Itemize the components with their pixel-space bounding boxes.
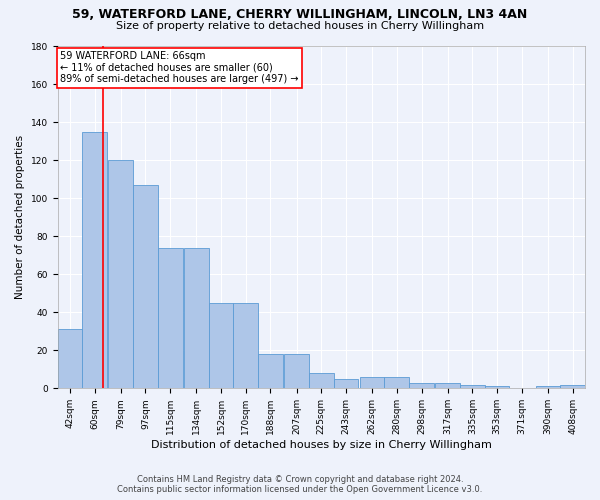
Text: Contains HM Land Registry data © Crown copyright and database right 2024.
Contai: Contains HM Land Registry data © Crown c…: [118, 474, 482, 494]
Bar: [536, 386, 560, 388]
Bar: [485, 386, 509, 388]
Bar: [360, 377, 385, 388]
Bar: [258, 354, 283, 388]
Bar: [284, 354, 309, 388]
Bar: [409, 382, 434, 388]
Y-axis label: Number of detached properties: Number of detached properties: [15, 135, 25, 299]
Bar: [233, 303, 258, 388]
Text: 59, WATERFORD LANE, CHERRY WILLINGHAM, LINCOLN, LN3 4AN: 59, WATERFORD LANE, CHERRY WILLINGHAM, L…: [73, 8, 527, 20]
Bar: [133, 185, 158, 388]
X-axis label: Distribution of detached houses by size in Cherry Willingham: Distribution of detached houses by size …: [151, 440, 492, 450]
Bar: [334, 379, 358, 388]
Text: 59 WATERFORD LANE: 66sqm
← 11% of detached houses are smaller (60)
89% of semi-d: 59 WATERFORD LANE: 66sqm ← 11% of detach…: [60, 51, 299, 84]
Bar: [158, 248, 182, 388]
Bar: [109, 160, 133, 388]
Bar: [385, 377, 409, 388]
Bar: [209, 303, 233, 388]
Bar: [560, 384, 585, 388]
Bar: [309, 373, 334, 388]
Bar: [58, 330, 82, 388]
Bar: [460, 384, 485, 388]
Bar: [435, 382, 460, 388]
Bar: [82, 132, 107, 388]
Text: Size of property relative to detached houses in Cherry Willingham: Size of property relative to detached ho…: [116, 21, 484, 31]
Bar: [184, 248, 209, 388]
